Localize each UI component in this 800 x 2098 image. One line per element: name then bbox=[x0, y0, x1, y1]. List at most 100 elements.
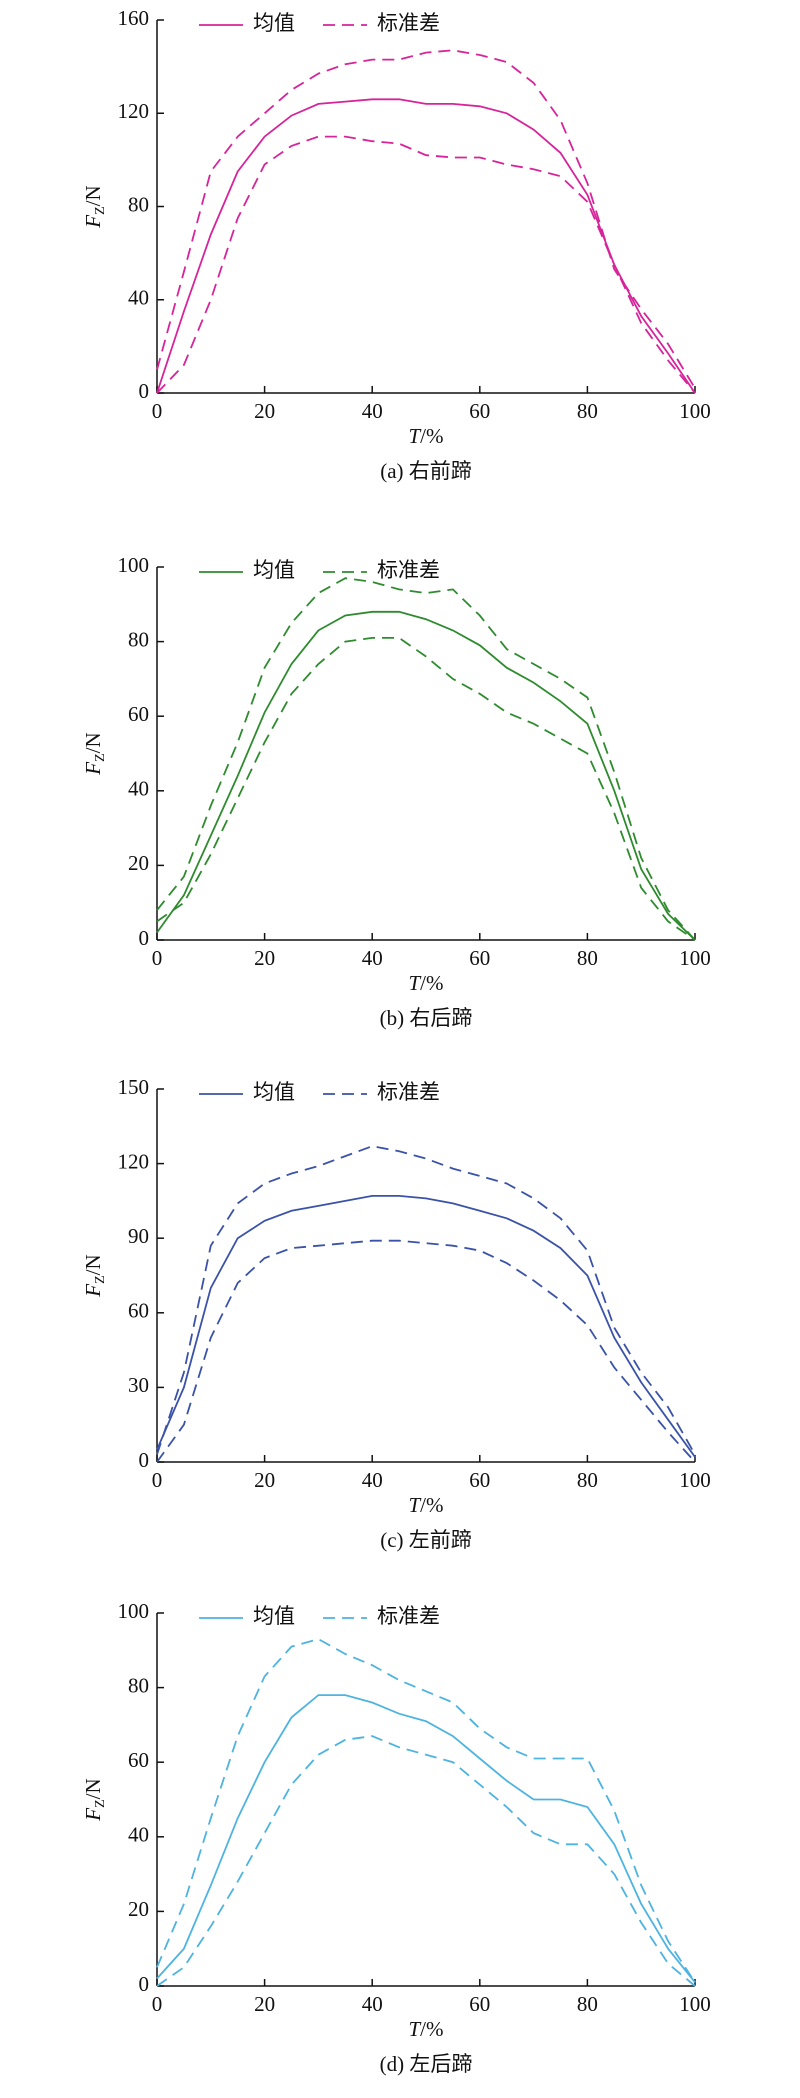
legend-label: 标准差 bbox=[377, 558, 440, 582]
x-tick-label: 100 bbox=[679, 946, 711, 970]
y-tick-label: 40 bbox=[128, 777, 149, 801]
std-line bbox=[156, 135, 696, 394]
std-line bbox=[156, 577, 696, 941]
std-line bbox=[156, 1735, 696, 1987]
x-tick-label: 60 bbox=[469, 1992, 490, 2016]
legend-label: 均值 bbox=[253, 1604, 295, 1628]
legend-label: 均值 bbox=[253, 11, 295, 35]
y-tick-label: 160 bbox=[118, 6, 150, 30]
y-tick-label: 100 bbox=[118, 1599, 150, 1623]
y-label-unit: /N bbox=[81, 185, 105, 206]
y-label-symbol: F bbox=[81, 1284, 105, 1298]
y-label-unit: /N bbox=[81, 1778, 105, 1799]
x-tick-label: 40 bbox=[362, 1992, 383, 2016]
y-tick-label: 20 bbox=[128, 851, 149, 875]
x-tick-label: 0 bbox=[152, 1468, 163, 1492]
legend-label: 均值 bbox=[253, 558, 295, 582]
y-tick-label: 80 bbox=[128, 1673, 149, 1697]
y-tick-label: 120 bbox=[118, 1149, 150, 1173]
y-tick-label: 80 bbox=[128, 627, 149, 651]
std-line bbox=[156, 1145, 696, 1455]
x-tick-label: 20 bbox=[254, 946, 275, 970]
x-tick-label: 80 bbox=[577, 946, 598, 970]
y-label-sub: Z bbox=[93, 753, 108, 762]
x-label-unit: /% bbox=[420, 2017, 443, 2041]
y-tick-label: 0 bbox=[139, 379, 150, 403]
y-label-sub: Z bbox=[93, 206, 108, 215]
mean-line bbox=[156, 1694, 696, 1983]
legend-label: 均值 bbox=[253, 1080, 295, 1104]
y-label-symbol: F bbox=[81, 1808, 105, 1822]
y-tick-label: 100 bbox=[118, 553, 150, 577]
caption: (d) 左后蹄 bbox=[380, 2052, 473, 2076]
y-label-symbol: F bbox=[81, 762, 105, 776]
x-tick-label: 20 bbox=[254, 1992, 275, 2016]
caption: (c) 左前蹄 bbox=[380, 1528, 472, 1552]
y-axis-label: FZ/N bbox=[81, 185, 108, 228]
std-line bbox=[156, 49, 696, 389]
y-tick-label: 30 bbox=[128, 1373, 149, 1397]
caption: (b) 右后蹄 bbox=[380, 1006, 473, 1030]
y-tick-label: 60 bbox=[128, 1299, 149, 1323]
x-label-symbol: T bbox=[408, 971, 421, 995]
x-label-symbol: T bbox=[408, 1493, 421, 1517]
y-tick-label: 150 bbox=[118, 1075, 150, 1099]
y-label-symbol: F bbox=[81, 215, 105, 229]
x-label-unit: /% bbox=[420, 1493, 443, 1517]
x-axis-label: T/% bbox=[408, 971, 443, 995]
y-tick-label: 90 bbox=[128, 1224, 149, 1248]
x-tick-label: 20 bbox=[254, 1468, 275, 1492]
legend-label: 标准差 bbox=[377, 1080, 440, 1104]
x-tick-label: 80 bbox=[577, 1468, 598, 1492]
y-tick-label: 0 bbox=[139, 1448, 150, 1472]
x-tick-label: 40 bbox=[362, 399, 383, 423]
legend-label: 标准差 bbox=[377, 1604, 440, 1628]
x-tick-label: 100 bbox=[679, 1468, 711, 1492]
y-label-unit: /N bbox=[81, 732, 105, 753]
x-axis-label: T/% bbox=[408, 424, 443, 448]
y-tick-label: 80 bbox=[128, 192, 149, 216]
x-tick-label: 100 bbox=[679, 1992, 711, 2016]
x-tick-label: 60 bbox=[469, 946, 490, 970]
x-label-unit: /% bbox=[420, 424, 443, 448]
x-label-symbol: T bbox=[408, 424, 421, 448]
x-tick-label: 0 bbox=[152, 1992, 163, 2016]
caption: (a) 右前蹄 bbox=[380, 459, 472, 483]
y-label-sub: Z bbox=[93, 1799, 108, 1808]
y-tick-label: 0 bbox=[139, 1972, 150, 1996]
x-axis-label: T/% bbox=[408, 1493, 443, 1517]
y-tick-label: 0 bbox=[139, 926, 150, 950]
x-axis-label: T/% bbox=[408, 2017, 443, 2041]
y-axis-label: FZ/N bbox=[81, 1778, 108, 1821]
y-label-sub: Z bbox=[93, 1275, 108, 1284]
y-tick-label: 60 bbox=[128, 702, 149, 726]
y-tick-label: 40 bbox=[128, 286, 149, 310]
x-label-symbol: T bbox=[408, 2017, 421, 2041]
legend-label: 标准差 bbox=[377, 11, 440, 35]
x-tick-label: 100 bbox=[679, 399, 711, 423]
mean-line bbox=[156, 98, 696, 394]
x-tick-label: 40 bbox=[362, 946, 383, 970]
x-tick-label: 40 bbox=[362, 1468, 383, 1492]
mean-line bbox=[156, 1195, 696, 1458]
x-tick-label: 20 bbox=[254, 399, 275, 423]
x-tick-label: 0 bbox=[152, 946, 163, 970]
mean-line bbox=[156, 610, 696, 941]
std-line bbox=[156, 1638, 696, 1983]
x-tick-label: 60 bbox=[469, 1468, 490, 1492]
x-label-unit: /% bbox=[420, 971, 443, 995]
y-tick-label: 120 bbox=[118, 99, 150, 123]
x-tick-label: 60 bbox=[469, 399, 490, 423]
y-axis-label: FZ/N bbox=[81, 1254, 108, 1297]
std-line bbox=[156, 1239, 696, 1463]
y-tick-label: 20 bbox=[128, 1897, 149, 1921]
y-tick-label: 60 bbox=[128, 1748, 149, 1772]
x-tick-label: 80 bbox=[577, 1992, 598, 2016]
y-axis-label: FZ/N bbox=[81, 732, 108, 775]
std-line bbox=[156, 637, 696, 941]
x-tick-label: 80 bbox=[577, 399, 598, 423]
y-label-unit: /N bbox=[81, 1254, 105, 1275]
y-tick-label: 40 bbox=[128, 1823, 149, 1847]
